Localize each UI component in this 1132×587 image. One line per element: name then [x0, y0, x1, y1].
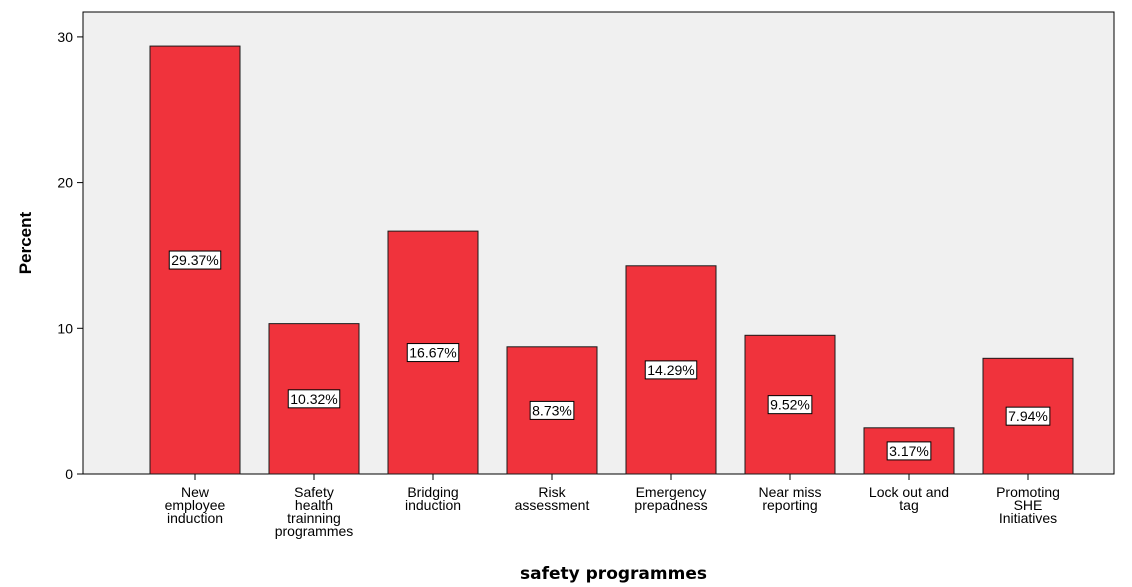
x-tick-label-line: Bridging — [407, 484, 458, 500]
data-label: 14.29% — [644, 360, 698, 380]
data-label: 10.32% — [287, 389, 341, 409]
data-label: 9.52% — [767, 395, 813, 415]
x-tick-label-line: prepadness — [634, 497, 707, 513]
y-tick-label: 0 — [65, 466, 73, 482]
x-tick-label-line: Initiatives — [999, 510, 1057, 526]
x-tick-label-line: Lock out and — [869, 484, 949, 500]
y-axis: 0 10 20 30 — [57, 29, 83, 482]
data-label-text: 10.32% — [290, 391, 337, 407]
data-label: 29.37% — [168, 250, 222, 270]
x-tick-label-line: Near miss — [758, 484, 821, 500]
x-tick-label-line: Risk — [538, 484, 566, 500]
data-label-box — [767, 395, 813, 415]
bar — [863, 427, 955, 475]
x-tick-label-line: Promoting — [996, 484, 1060, 500]
data-label-box — [168, 250, 222, 270]
data-label: 7.94% — [1005, 406, 1051, 426]
x-tick-label-line: New — [181, 484, 210, 500]
y-tick-label: 10 — [57, 320, 73, 336]
data-label-text: 9.52% — [770, 397, 810, 413]
y-tick-label: 30 — [57, 29, 73, 45]
data-label-text: 8.73% — [532, 402, 572, 418]
x-tick-label-line: induction — [167, 510, 223, 526]
bars-group — [149, 45, 1074, 475]
x-tick-label-line: trainning — [287, 510, 341, 526]
data-label-box — [886, 441, 932, 461]
plot-area — [82, 11, 1115, 475]
x-tick-label-line: Safety — [294, 484, 334, 500]
x-axis-title: safety programmes — [520, 564, 707, 584]
data-label-text: 16.67% — [409, 345, 456, 361]
data-label-box — [287, 389, 341, 409]
data-label-text: 3.17% — [889, 443, 929, 459]
data-label: 3.17% — [886, 441, 932, 461]
data-label: 8.73% — [529, 400, 575, 420]
data-label-box — [1005, 406, 1051, 426]
data-label: 16.67% — [406, 343, 460, 363]
x-tick-label-line: Emergency — [636, 484, 707, 500]
x-tick-label-line: health — [295, 497, 333, 513]
x-axis: NewemployeeinductionSafetyhealthtrainnin… — [165, 474, 1060, 539]
data-label-box — [406, 343, 460, 363]
data-label-text: 14.29% — [647, 362, 694, 378]
data-label-text: 29.37% — [171, 252, 218, 268]
x-tick-label-line: programmes — [275, 523, 354, 539]
y-tick-label: 20 — [57, 175, 73, 191]
x-tick-label-line: employee — [165, 497, 226, 513]
y-axis-title: Percent — [16, 211, 35, 274]
x-tick-label-line: SHE — [1014, 497, 1043, 513]
data-label-box — [529, 400, 575, 420]
data-label-text: 7.94% — [1008, 408, 1048, 424]
data-label-box — [644, 360, 698, 380]
data-labels-group: 29.37% 10.32% 16.67% 8.73% 14.29% 9.52% 3.17% 7… — [168, 250, 1051, 461]
x-tick-label-line: induction — [405, 497, 461, 513]
x-tick-label-line: tag — [899, 497, 918, 513]
x-tick-label-line: reporting — [762, 497, 817, 513]
x-tick-label-line: assessment — [515, 497, 590, 513]
